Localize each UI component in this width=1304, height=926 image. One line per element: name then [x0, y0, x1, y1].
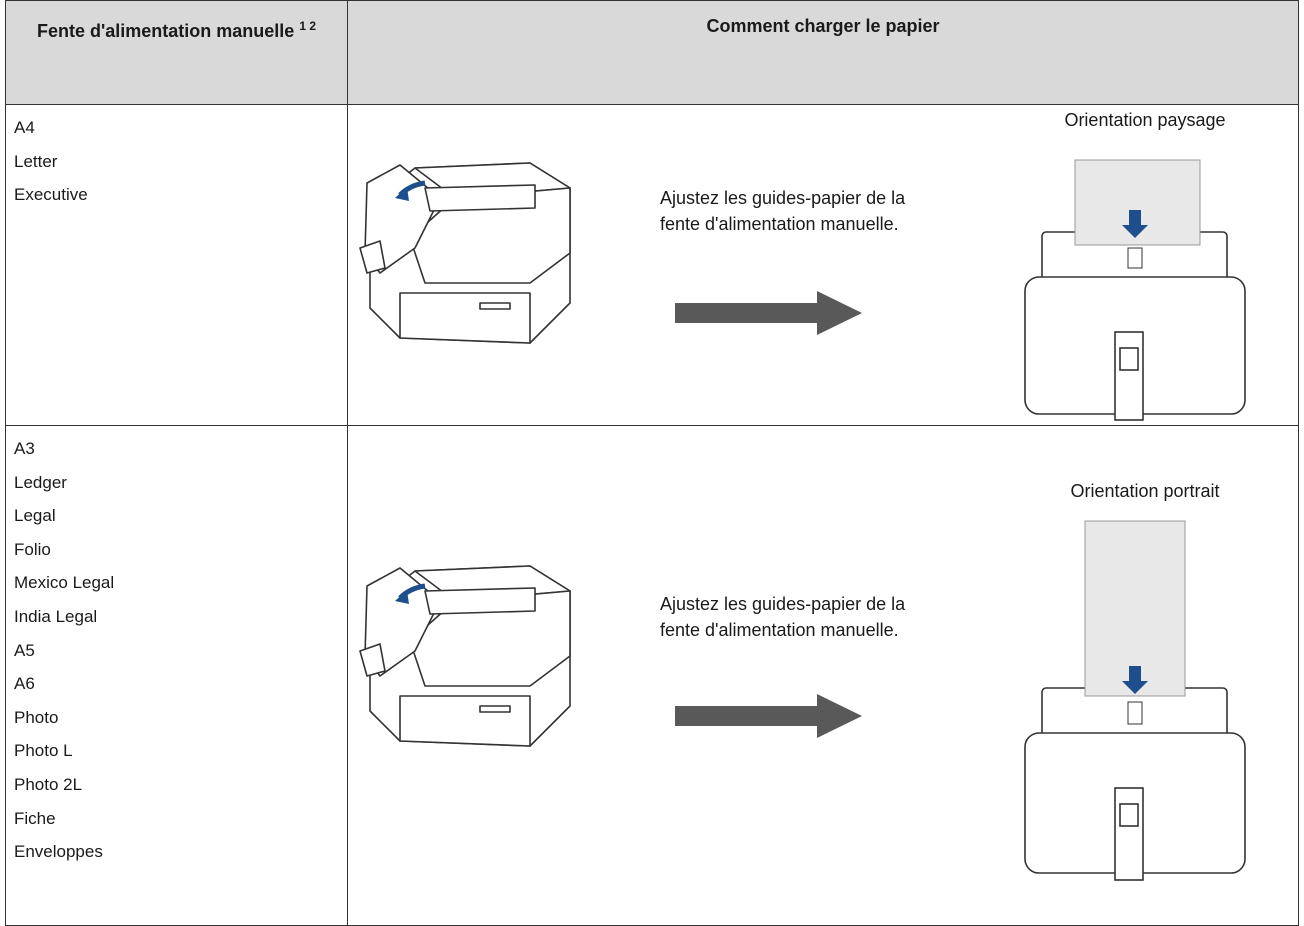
paper-size: Photo [14, 707, 59, 727]
paper-size: Photo L [14, 741, 73, 761]
paper-size: Folio [14, 539, 51, 559]
orientation-label: Orientation portrait [1070, 481, 1220, 501]
paper-diagram [1024, 520, 1246, 881]
instruction-text: Ajustez les guides-papier de la fente d'… [660, 594, 906, 640]
table-row: A3 Ledger Legal Folio Mexico Legal India Lega… [5, 425, 1299, 926]
paper-table: Fente d'alimentation manuelle 1 2 Commen… [5, 0, 1299, 926]
direction-arrow [675, 694, 862, 738]
printer-illustration [359, 565, 571, 747]
instruction-text: Ajustez les guides-papier de la fente d'… [660, 188, 906, 234]
paper-size: Enveloppes [14, 842, 103, 862]
sizes-cell: A4 Letter Executive [5, 104, 348, 426]
header-cell: Comment charger le papier [347, 0, 1299, 105]
paper-size: A6 [14, 674, 35, 694]
header-cell: Fente d'alimentation manuelle 1 2 [5, 0, 348, 105]
sizes-cell: A3 Ledger Legal Folio Mexico Legal India Lega… [5, 425, 348, 926]
paper-size: India Legal [14, 606, 98, 626]
paper-size: Photo 2L [14, 774, 83, 794]
paper-size: Letter [14, 151, 58, 171]
paper-size: Executive [14, 185, 88, 205]
header-text: Fente d'alimentation manuelle [36, 21, 295, 41]
method-cell: Ajustez les guides-papier de la fente d'… [347, 425, 1299, 926]
footnote-refs: 1 2 [299, 19, 317, 33]
paper-size: A5 [14, 640, 35, 660]
paper-size: A3 [14, 439, 35, 458]
paper-diagram [1024, 159, 1246, 421]
page: Fente d'alimentation manuelle 1 2 Commen… [5, 0, 1299, 926]
header-row: Fente d'alimentation manuelle 1 2 Commen… [5, 0, 1299, 105]
paper-size: A4 [14, 118, 35, 137]
paper-size: Ledger [14, 472, 67, 492]
printer-illustration [359, 162, 571, 344]
paper-size: Fiche [14, 808, 56, 828]
table-row: A4 Letter Executive Ajustez les guides-pap… [5, 104, 1299, 426]
paper-size: Legal [14, 506, 56, 526]
paper-size: Mexico Legal [14, 573, 115, 593]
orientation-label: Orientation paysage [1064, 110, 1226, 130]
direction-arrow [675, 291, 862, 335]
header-text: Comment charger le papier [706, 16, 940, 36]
method-cell: Ajustez les guides-papier de la fente d'… [347, 104, 1299, 426]
